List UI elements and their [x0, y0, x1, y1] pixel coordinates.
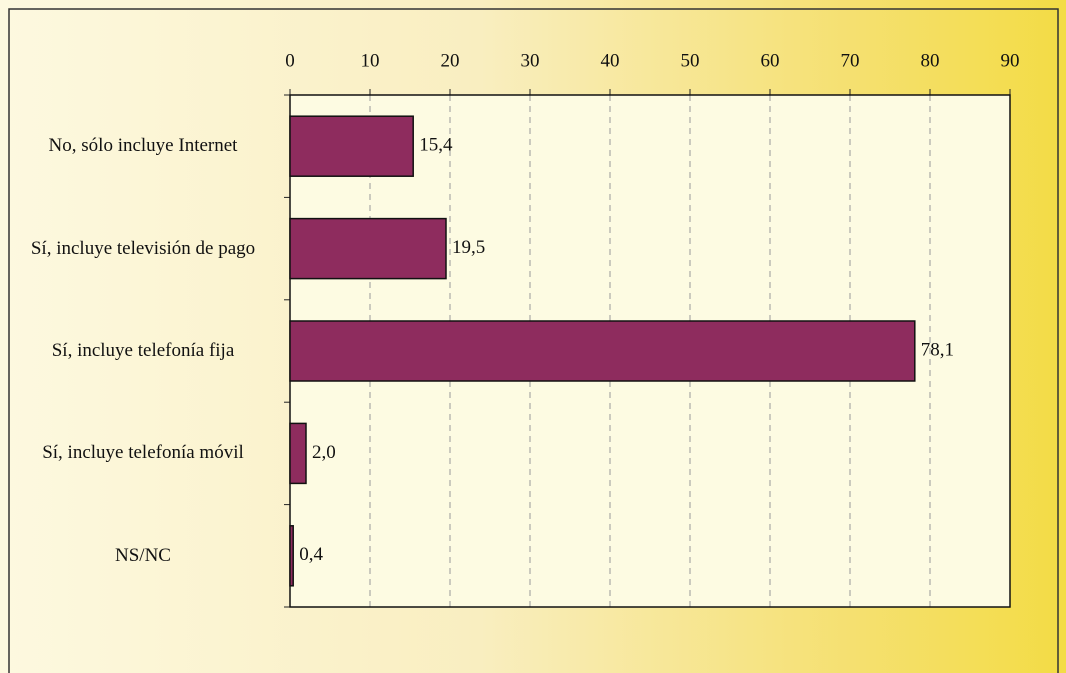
- x-tick-label: 20: [441, 50, 460, 71]
- frame: [8, 8, 1059, 673]
- bar: [289, 217, 447, 280]
- bar: [289, 320, 916, 382]
- y-tick-label: Sí, incluye telefonía móvil: [42, 442, 244, 464]
- y-tick-label: Sí, incluye televisión de pago: [30, 237, 256, 259]
- data-label: 0,4: [299, 544, 323, 565]
- data-label: 2,0: [312, 442, 336, 463]
- y-tick-label: Sí, incluye telefonía fija: [51, 340, 235, 361]
- x-tick-label: 40: [601, 50, 620, 71]
- x-tick-label: 80: [921, 50, 940, 71]
- data-label: 19,5: [452, 237, 485, 258]
- x-tick-label: 50: [681, 50, 700, 71]
- data-label: 15,4: [419, 135, 453, 156]
- x-tick-label: 60: [761, 50, 780, 71]
- x-tick-label: 70: [841, 50, 860, 71]
- x-tick-label: 90: [1001, 50, 1020, 71]
- data-label: 78,1: [921, 339, 954, 360]
- x-tick-label: 0: [285, 50, 295, 71]
- y-tick-label: No, sólo incluye Internet: [48, 135, 238, 157]
- bar: [289, 422, 307, 485]
- bar: [289, 115, 414, 177]
- x-tick-label: 30: [521, 50, 540, 71]
- bar: [289, 525, 294, 587]
- y-tick-label: NS/NC: [115, 544, 171, 566]
- x-tick-label: 10: [361, 50, 380, 71]
